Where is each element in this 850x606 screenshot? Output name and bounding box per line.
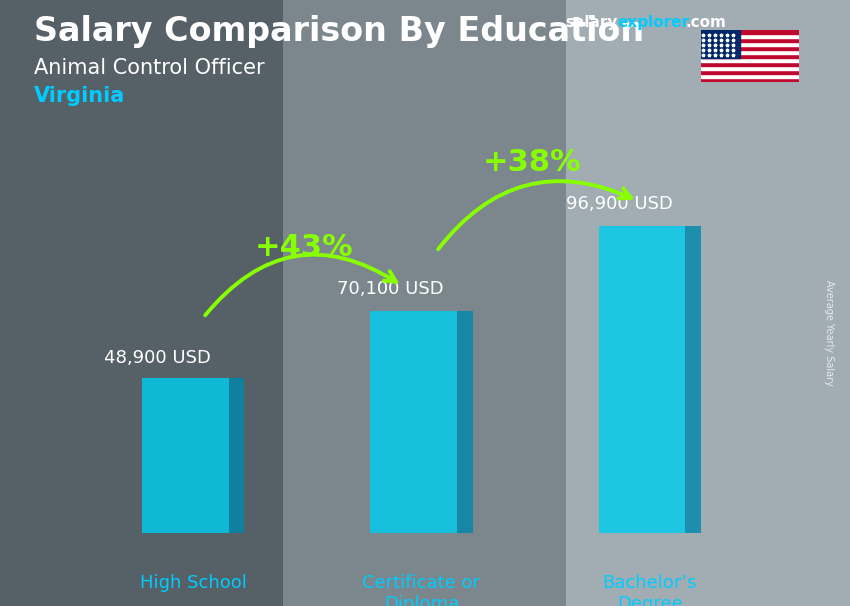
Bar bbox=[701, 70, 799, 74]
Text: +43%: +43% bbox=[255, 233, 354, 262]
Text: Average Yearly Salary: Average Yearly Salary bbox=[824, 281, 834, 386]
Bar bbox=[701, 30, 740, 58]
Bar bbox=[701, 46, 799, 50]
Bar bbox=[701, 78, 799, 82]
Bar bbox=[598, 226, 685, 533]
Bar bbox=[701, 62, 799, 66]
Text: Virginia: Virginia bbox=[34, 86, 125, 106]
Bar bbox=[701, 50, 799, 54]
Text: Animal Control Officer: Animal Control Officer bbox=[34, 58, 264, 78]
Text: explorer: explorer bbox=[617, 15, 689, 30]
Text: High School: High School bbox=[139, 574, 246, 593]
Text: Certificate or
Diploma: Certificate or Diploma bbox=[362, 574, 480, 606]
Text: 70,100 USD: 70,100 USD bbox=[337, 281, 444, 298]
Polygon shape bbox=[685, 226, 701, 533]
Bar bbox=[701, 54, 799, 58]
Text: +38%: +38% bbox=[483, 148, 581, 177]
Text: salary: salary bbox=[565, 15, 618, 30]
Bar bbox=[701, 66, 799, 70]
Text: .com: .com bbox=[685, 15, 726, 30]
Text: Salary Comparison By Education: Salary Comparison By Education bbox=[34, 15, 644, 48]
Text: 48,900 USD: 48,900 USD bbox=[105, 349, 211, 367]
Bar bbox=[701, 58, 799, 62]
Bar bbox=[701, 38, 799, 42]
Polygon shape bbox=[229, 378, 244, 533]
Bar bbox=[371, 311, 457, 533]
Bar bbox=[701, 35, 799, 38]
Text: 96,900 USD: 96,900 USD bbox=[566, 196, 672, 213]
Bar bbox=[701, 30, 799, 35]
Bar bbox=[142, 378, 229, 533]
Bar bbox=[701, 74, 799, 78]
Bar bbox=[701, 42, 799, 46]
Polygon shape bbox=[457, 311, 473, 533]
Text: Bachelor’s
Degree: Bachelor’s Degree bbox=[603, 574, 697, 606]
